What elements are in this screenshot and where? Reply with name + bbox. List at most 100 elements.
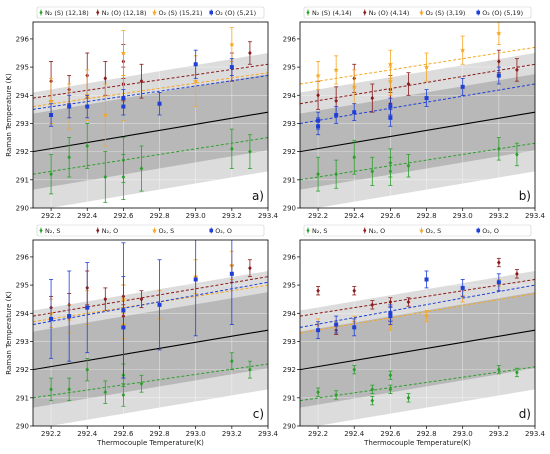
plot-area: [33, 22, 268, 208]
legend-marker: [152, 227, 157, 233]
data-point: [388, 299, 393, 305]
legend-marker: [306, 228, 310, 233]
axes-frame: [32, 21, 269, 209]
chart-panel: 292.2 292.4 292.6 292.8 293.0 293.2 293.4 290 29…: [5, 224, 279, 447]
series-fit-line: [33, 63, 268, 99]
x-tick-label: 292.6: [113, 212, 134, 220]
x-tick-label: 293.4: [258, 430, 279, 438]
data-point: [370, 95, 375, 101]
legend-item: O₂ (S) (15,21): [152, 9, 202, 17]
data-point: [497, 59, 501, 64]
data-point: [316, 118, 321, 123]
data-point: [316, 171, 320, 177]
legend-box: [303, 224, 532, 237]
legend-label: N₂ (O) (12,18): [102, 9, 147, 17]
data-point: [248, 50, 252, 56]
data-point: [139, 381, 144, 387]
y-tick-label: 290: [283, 423, 296, 431]
legend-marker: [209, 228, 214, 233]
data-point: [316, 288, 320, 294]
y-axis-label: Raman Temperature (K): [5, 73, 13, 157]
data-point: [139, 296, 144, 302]
legend-label: O₂ (O) (5,21): [215, 9, 256, 17]
data-point: [229, 271, 234, 276]
reference-line: [33, 111, 268, 153]
y-tick-label: 295: [16, 64, 29, 72]
plot-area: [33, 240, 268, 426]
data-point: [49, 171, 53, 177]
legend: N₂ (S) (4,14) N₂ (O) (4,14) O₂ (S) (3,19) O…: [303, 6, 532, 19]
data-point: [370, 398, 375, 404]
data-point: [157, 101, 162, 106]
x-tick-label: 292.2: [308, 212, 328, 220]
legend-label: O₂, O: [215, 227, 232, 235]
reference-line: [33, 329, 268, 371]
data-point: [85, 143, 90, 149]
x-tick-label: 292.8: [417, 430, 437, 438]
data-point: [423, 313, 430, 319]
legend-marker: [306, 10, 310, 15]
legend-marker: [152, 9, 157, 15]
y-tick-label: 292: [16, 366, 29, 374]
axes-frame: [32, 239, 269, 427]
legend-item: N₂, S: [306, 227, 327, 235]
data-point: [230, 146, 234, 152]
data-point: [406, 395, 411, 401]
y-tick-label: 296: [16, 35, 30, 43]
legend-box: [36, 224, 265, 237]
y-tick-label: 291: [16, 394, 29, 402]
y-tick-label: 292: [16, 148, 29, 156]
data-point: [388, 104, 393, 109]
series-group: [33, 240, 268, 379]
chart-panel: 292.2 292.4 292.6 292.8 293.0 293.2 293.4 290 29…: [283, 224, 546, 447]
data-point: [460, 84, 465, 89]
x-tick-label: 292.8: [417, 212, 437, 220]
x-tick-label: 293.4: [525, 430, 546, 438]
data-point: [139, 166, 144, 171]
data-point: [49, 386, 53, 392]
data-point: [193, 78, 199, 84]
y-tick-label: 296: [16, 253, 30, 261]
x-tick-label: 293.4: [525, 212, 546, 220]
y-tick-label: 295: [283, 64, 296, 72]
legend-marker: [476, 228, 481, 233]
legend-item: N₂, O: [363, 227, 385, 235]
data-point: [315, 72, 321, 78]
legend-box: [36, 6, 265, 19]
legend-label: N₂ (S) (12,18): [45, 9, 89, 17]
legend-marker: [209, 10, 214, 15]
legend-item: N₂ (S) (4,14): [306, 9, 352, 17]
legend-item: N₂ (O) (4,14): [363, 9, 409, 17]
data-point: [229, 41, 235, 47]
series-fit-line: [300, 366, 535, 402]
data-point: [316, 328, 321, 333]
y-tick-label: 295: [283, 282, 296, 290]
data-point: [406, 81, 411, 87]
data-point: [316, 92, 320, 98]
data-point: [103, 389, 108, 395]
data-point: [334, 98, 338, 104]
data-point: [496, 280, 501, 285]
y-tick-label: 294: [16, 310, 30, 318]
series-group: [33, 49, 268, 127]
data-point: [85, 305, 90, 310]
y-axis-label: Raman Temperature (K): [5, 291, 13, 375]
x-tick-label: 293.0: [453, 430, 473, 438]
data-point: [352, 325, 357, 330]
data-point: [515, 152, 519, 157]
legend-label: N₂ (S) (4,14): [312, 9, 352, 17]
series-group: [33, 352, 268, 407]
data-point: [388, 386, 393, 392]
data-point: [248, 265, 252, 271]
data-point: [496, 30, 502, 36]
data-point: [139, 78, 144, 84]
legend-label: N₂, O: [369, 227, 385, 235]
y-tick-label: 293: [16, 338, 29, 346]
legend-item: O₂, O: [209, 227, 232, 235]
panel-label: d): [519, 407, 531, 421]
legend-marker: [96, 10, 100, 15]
legend: N₂, S N₂, O O₂, S O₂, O: [36, 224, 265, 237]
data-point: [388, 168, 393, 174]
data-point: [229, 65, 234, 70]
x-tick-label: 292.4: [77, 430, 98, 438]
